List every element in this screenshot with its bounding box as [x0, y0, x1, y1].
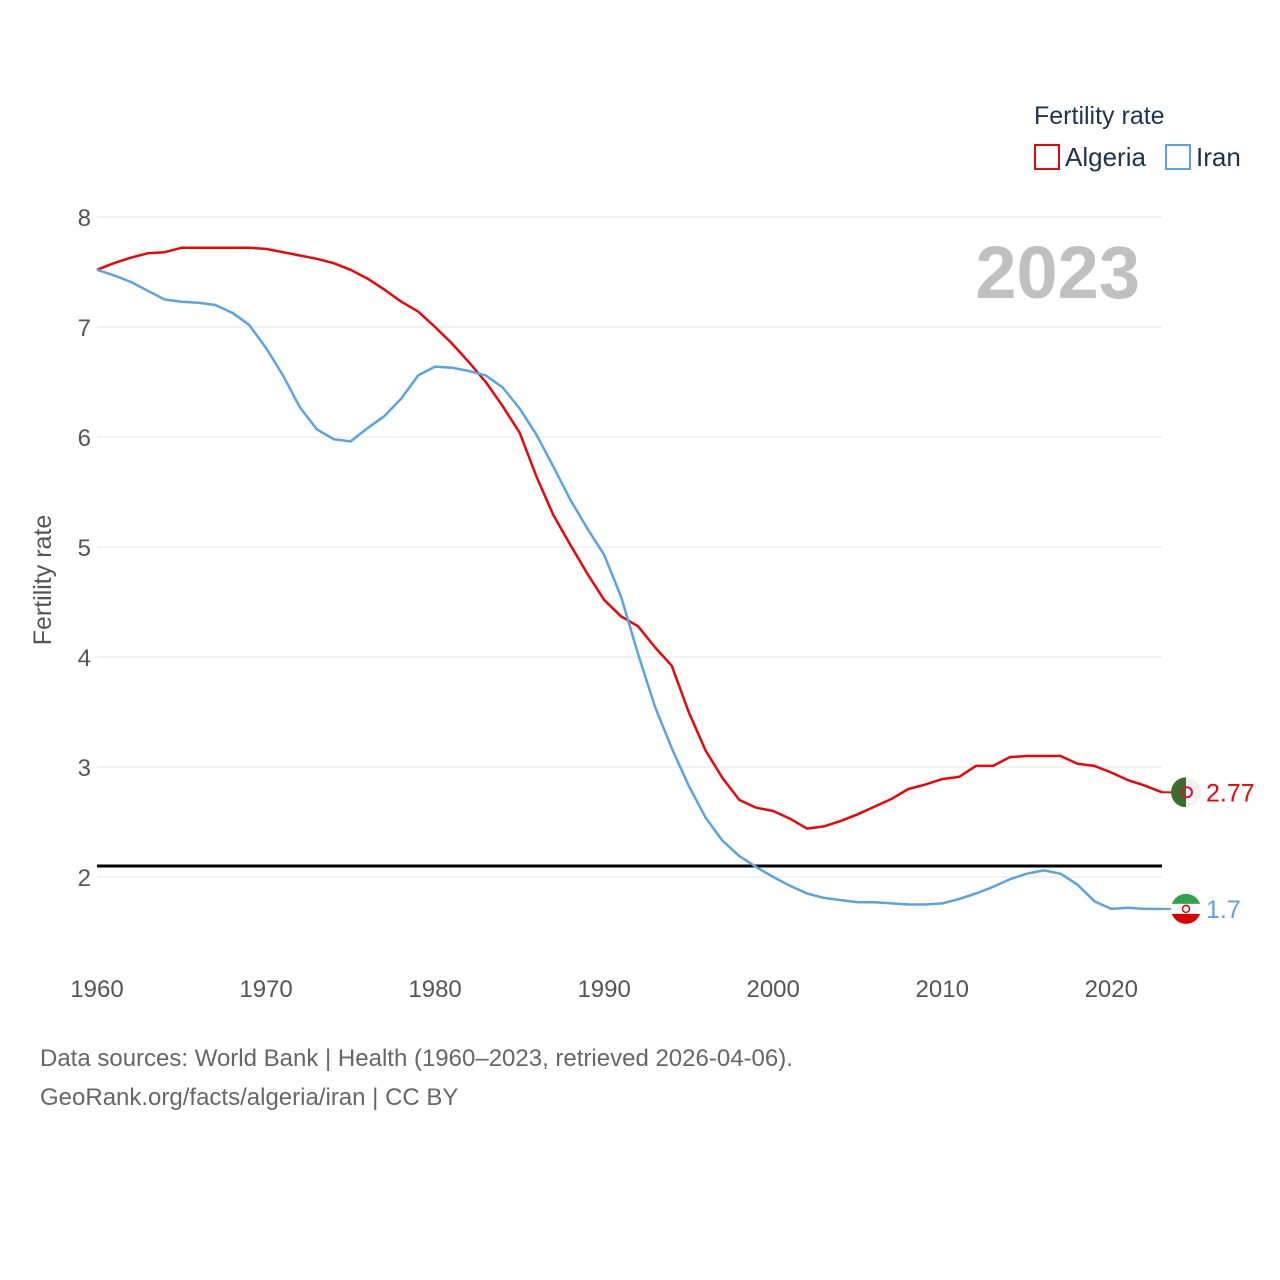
legend-title: Fertility rate — [1034, 102, 1165, 130]
x-tick-label-1960: 1960 — [70, 976, 123, 1003]
iran-flag-icon — [1171, 893, 1201, 924]
y-tick-label-3: 3 — [78, 755, 91, 782]
series-endpoints: 2.77 1.7 — [1162, 777, 1255, 924]
algeria-flag-icon — [1171, 777, 1201, 808]
y-tick-label-4: 4 — [78, 645, 91, 672]
y-tick-label-6: 6 — [78, 425, 91, 452]
x-tick-label-1970: 1970 — [239, 976, 292, 1003]
endpoint-value-algeria: 2.77 — [1206, 779, 1255, 807]
legend-item-iran[interactable]: Iran — [1165, 142, 1241, 172]
x-tick-label-2020: 2020 — [1085, 976, 1138, 1003]
x-tick-label-1980: 1980 — [408, 976, 461, 1003]
legend-swatch-iran — [1165, 144, 1191, 170]
legend: Fertility rate Algeria Iran — [1034, 102, 1241, 172]
y-tick-label-7: 7 — [78, 315, 91, 342]
y-axis-ticks: 2 3 4 5 6 7 8 — [78, 205, 91, 892]
x-tick-label-2010: 2010 — [916, 976, 969, 1003]
series-lines — [96, 246, 1163, 911]
y-tick-label-8: 8 — [78, 205, 91, 232]
legend-label-algeria: Algeria — [1065, 142, 1146, 172]
y-axis-title: Fertility rate — [29, 515, 57, 646]
license-note[interactable]: GeoRank.org/facts/algeria/iran | CC BY — [40, 1084, 459, 1111]
series-line-iran[interactable] — [96, 268, 1162, 911]
x-tick-label-2000: 2000 — [746, 976, 799, 1003]
legend-swatch-algeria — [1034, 144, 1060, 170]
chart: 2 3 4 5 6 7 8 1960 1970 1980 1990 2000 2010 2020 Fer… — [29, 102, 1255, 1003]
y-tick-label-5: 5 — [78, 535, 91, 562]
x-axis-ticks: 1960 1970 1980 1990 2000 2010 2020 — [70, 976, 1138, 1003]
y-tick-label-2: 2 — [78, 865, 91, 892]
grid — [97, 216, 1162, 878]
year-label: 2023 — [975, 231, 1140, 314]
endpoint-value-iran: 1.7 — [1206, 896, 1241, 924]
data-source-note: Data sources: World Bank | Health (1960–… — [40, 1045, 793, 1072]
legend-item-algeria[interactable]: Algeria — [1034, 142, 1146, 172]
x-tick-label-1990: 1990 — [577, 976, 630, 1003]
legend-label-iran: Iran — [1196, 142, 1241, 172]
